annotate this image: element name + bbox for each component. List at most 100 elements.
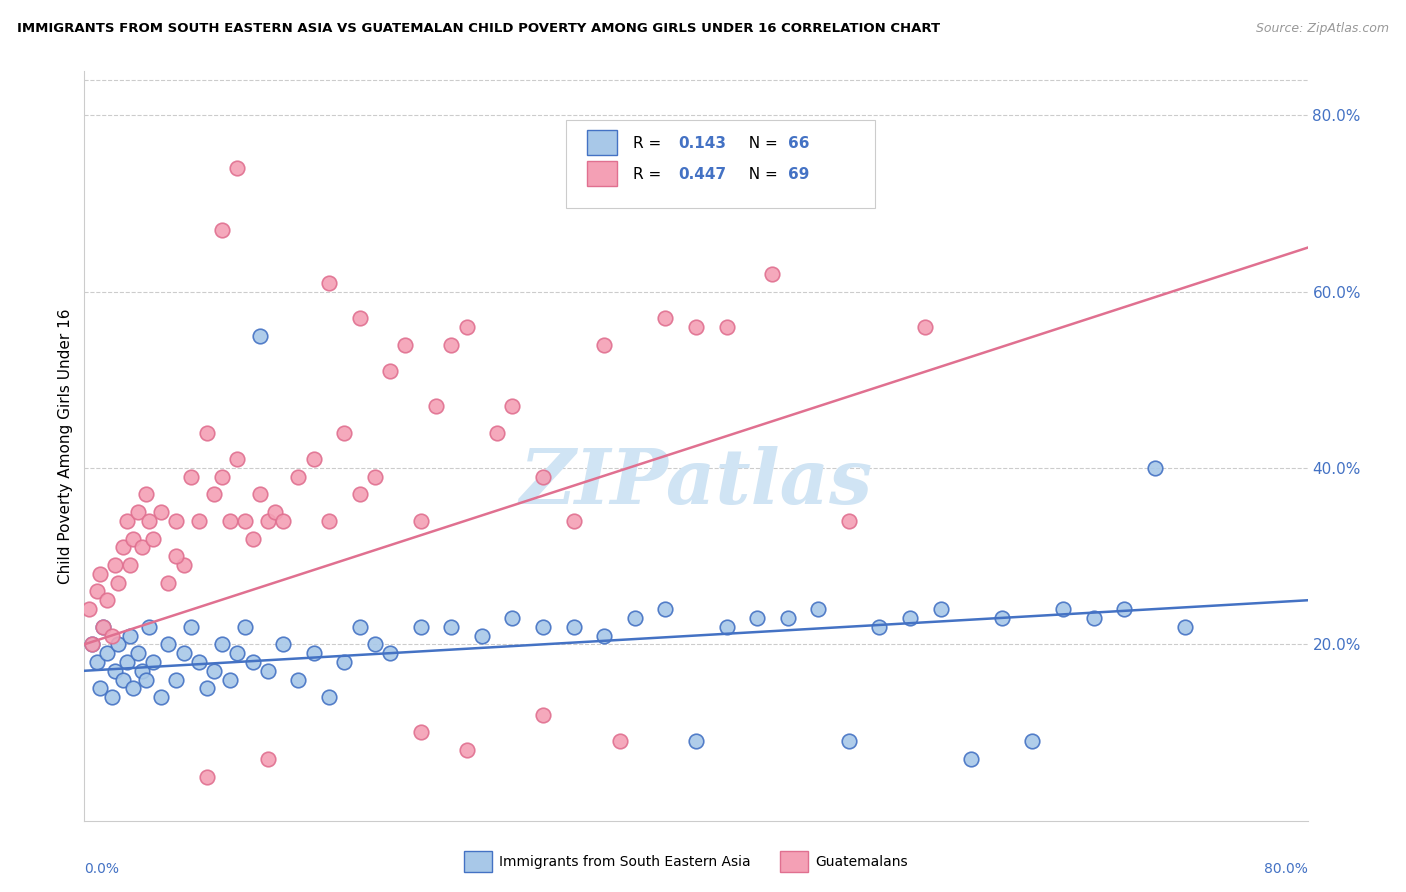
Point <box>107 575 129 590</box>
Text: 0.447: 0.447 <box>679 167 727 182</box>
Point <box>502 611 524 625</box>
Point <box>264 505 287 519</box>
Point <box>80 637 103 651</box>
Point <box>131 664 153 678</box>
Point <box>991 611 1014 625</box>
Point <box>502 400 524 414</box>
Point <box>609 734 631 748</box>
Point <box>593 628 616 642</box>
Point <box>318 276 340 290</box>
Point <box>838 514 860 528</box>
Point <box>761 267 783 281</box>
Point <box>562 514 585 528</box>
Text: Guatemalans: Guatemalans <box>815 855 908 869</box>
Point <box>869 620 891 634</box>
Point <box>226 646 249 660</box>
Point <box>456 743 478 757</box>
Text: N =: N = <box>740 167 783 182</box>
Point <box>685 734 707 748</box>
Point <box>142 532 165 546</box>
Point <box>898 611 921 625</box>
Point <box>195 681 218 696</box>
Point <box>287 470 309 484</box>
Point <box>838 734 860 748</box>
Point <box>111 541 134 555</box>
Point <box>271 514 294 528</box>
Point <box>486 425 509 440</box>
Point <box>425 400 447 414</box>
Point <box>127 505 149 519</box>
Point <box>104 664 127 678</box>
Point <box>318 690 340 705</box>
Point <box>91 620 114 634</box>
Point <box>531 707 554 722</box>
Point <box>157 575 180 590</box>
Point <box>302 646 325 660</box>
Point <box>302 452 325 467</box>
Point <box>211 637 233 651</box>
Point <box>157 637 180 651</box>
Point <box>471 628 494 642</box>
Point <box>138 514 160 528</box>
Point <box>654 311 676 326</box>
Point <box>218 514 240 528</box>
Point <box>685 320 707 334</box>
Point <box>624 611 647 625</box>
Point <box>440 337 463 351</box>
Point <box>349 311 371 326</box>
Point <box>120 558 142 572</box>
Text: 69: 69 <box>789 167 810 182</box>
Point <box>1143 461 1166 475</box>
Point <box>333 425 356 440</box>
Point <box>929 602 952 616</box>
Point <box>180 620 202 634</box>
Point <box>115 655 138 669</box>
Text: R =: R = <box>634 167 672 182</box>
Text: 0.143: 0.143 <box>679 136 727 151</box>
Point <box>1174 620 1197 634</box>
Point <box>111 673 134 687</box>
Point <box>409 620 432 634</box>
Point <box>226 161 249 176</box>
Point <box>1052 602 1074 616</box>
Point <box>202 487 225 501</box>
Point <box>914 320 936 334</box>
Point <box>149 690 172 705</box>
Y-axis label: Child Poverty Among Girls Under 16: Child Poverty Among Girls Under 16 <box>58 309 73 583</box>
Point <box>122 532 145 546</box>
Point <box>257 752 280 766</box>
Point <box>135 673 157 687</box>
Point <box>233 514 256 528</box>
Point <box>257 664 280 678</box>
Text: 80.0%: 80.0% <box>1264 862 1308 876</box>
Point <box>257 514 280 528</box>
Point <box>202 664 225 678</box>
Point <box>77 602 100 616</box>
Point <box>380 364 402 378</box>
Point <box>807 602 830 616</box>
Point <box>195 425 218 440</box>
Point <box>96 593 118 607</box>
Point <box>1021 734 1043 748</box>
Point <box>531 470 554 484</box>
Point <box>1114 602 1136 616</box>
Point <box>333 655 356 669</box>
Point <box>131 541 153 555</box>
Point <box>440 620 463 634</box>
Point <box>318 514 340 528</box>
Text: 0.0%: 0.0% <box>84 862 120 876</box>
Point <box>120 628 142 642</box>
Text: IMMIGRANTS FROM SOUTH EASTERN ASIA VS GUATEMALAN CHILD POVERTY AMONG GIRLS UNDER: IMMIGRANTS FROM SOUTH EASTERN ASIA VS GU… <box>17 22 941 36</box>
Point <box>122 681 145 696</box>
Point <box>249 328 271 343</box>
Point <box>654 602 676 616</box>
Text: Immigrants from South Eastern Asia: Immigrants from South Eastern Asia <box>499 855 751 869</box>
Point <box>138 620 160 634</box>
Point <box>165 549 187 564</box>
Point <box>242 532 264 546</box>
Point <box>127 646 149 660</box>
Point <box>86 584 108 599</box>
Point <box>173 558 195 572</box>
Point <box>456 320 478 334</box>
Point <box>101 628 124 642</box>
